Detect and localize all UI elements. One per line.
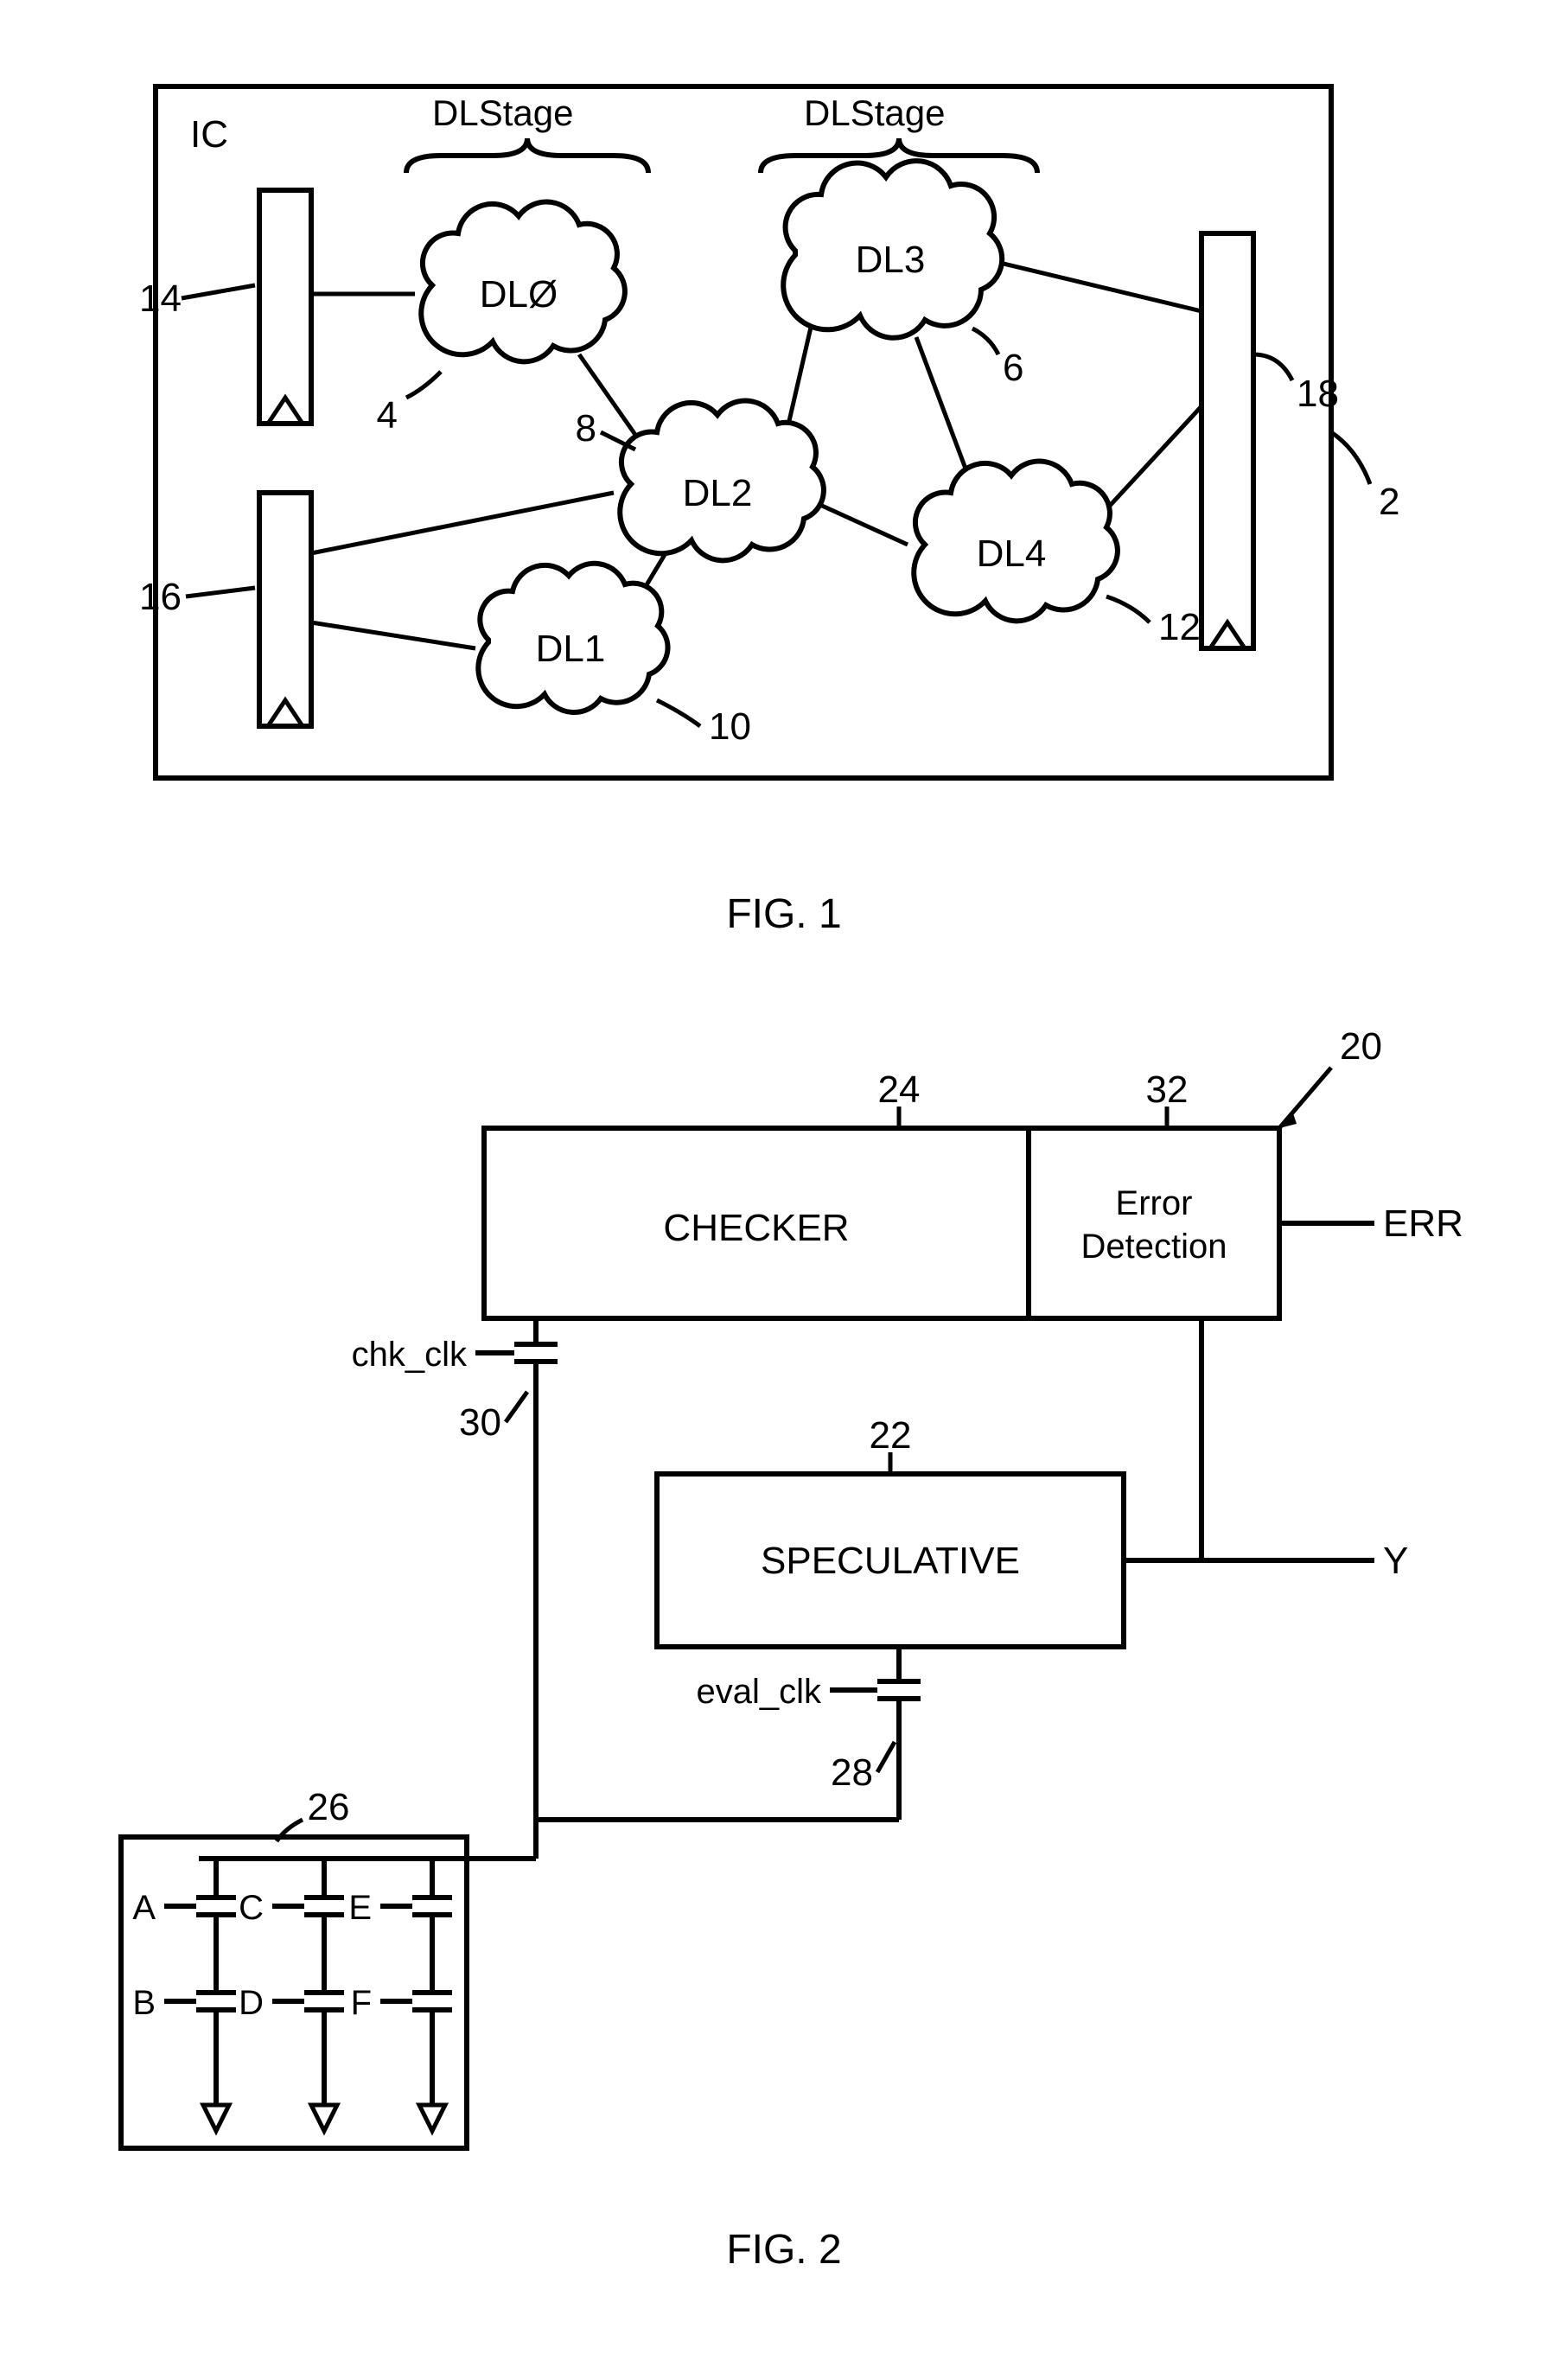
ref-2: 2 — [1379, 481, 1399, 523]
fig2-caption: FIG. 2 — [35, 2226, 1533, 2274]
ref-10: 10 — [709, 705, 751, 748]
pdn-c: C — [239, 1889, 264, 1927]
ref-8: 8 — [576, 407, 596, 450]
chk-clk-transistor — [475, 1318, 558, 1396]
ic-label: IC — [190, 113, 228, 156]
leader-10 — [657, 700, 700, 726]
leader-30 — [506, 1392, 527, 1422]
leader-28 — [877, 1742, 895, 1772]
leader-4 — [406, 372, 441, 398]
dl3-label: DL3 — [856, 239, 926, 281]
leader-12 — [1106, 596, 1150, 622]
ref-12: 12 — [1158, 606, 1201, 648]
ref-18: 18 — [1297, 373, 1339, 415]
stage-label-1: DLStage — [804, 92, 945, 133]
ref-30: 30 — [459, 1401, 501, 1444]
chk-clk-label: chk_clk — [352, 1336, 468, 1374]
ref-16: 16 — [139, 576, 182, 618]
stage-label-0: DLStage — [432, 92, 573, 133]
pdn-b: B — [132, 1984, 156, 2022]
ref-28: 28 — [831, 1751, 873, 1794]
cloud-dl0: DLØ — [421, 202, 625, 362]
register-16 — [259, 493, 311, 726]
ref-14: 14 — [139, 277, 182, 320]
dl2-label: DL2 — [683, 472, 753, 514]
fig1-svg: IC 2 DLStage DLStage 14 16 18 — [35, 35, 1533, 864]
ref-26: 26 — [308, 1786, 350, 1828]
checker-label: CHECKER — [663, 1207, 849, 1249]
error-label1: Error — [1116, 1184, 1193, 1222]
y-label: Y — [1383, 1540, 1408, 1582]
leader-14 — [182, 285, 255, 298]
cloud-dl1: DL1 — [478, 564, 667, 712]
cloud-dl2: DL2 — [620, 401, 824, 561]
eval-clk-label: eval_clk — [696, 1673, 822, 1711]
leader-6 — [972, 328, 998, 354]
figure-2: 20 CHECKER Error Detection 24 32 ERR chk… — [35, 990, 1533, 2274]
leader-16 — [186, 588, 255, 596]
register-18 — [1201, 233, 1253, 648]
ref-32: 32 — [1146, 1068, 1189, 1111]
ref-4: 4 — [377, 394, 398, 437]
ref-20: 20 — [1340, 1025, 1382, 1068]
dl0-label: DLØ — [480, 273, 558, 316]
dl1-label: DL1 — [536, 628, 606, 670]
ref-6: 6 — [1003, 347, 1023, 389]
ref-24: 24 — [878, 1068, 921, 1111]
speculative-label: SPECULATIVE — [761, 1540, 1020, 1582]
eval-clk-transistor — [830, 1647, 921, 1742]
register-14 — [259, 190, 311, 424]
pdn-a: A — [132, 1889, 156, 1927]
figure-1: IC 2 DLStage DLStage 14 16 18 — [35, 35, 1533, 938]
pdn-e: E — [348, 1889, 372, 1927]
leader-2 — [1331, 432, 1370, 484]
err-label: ERR — [1383, 1202, 1463, 1245]
dl4-label: DL4 — [977, 533, 1047, 575]
fig2-svg: 20 CHECKER Error Detection 24 32 ERR chk… — [35, 990, 1533, 2200]
pdn-d: D — [239, 1984, 264, 2022]
leader-18 — [1253, 354, 1292, 380]
checker-outer — [484, 1128, 1279, 1318]
error-label2: Detection — [1081, 1228, 1227, 1266]
cloud-dl3: DL3 — [783, 161, 1002, 338]
brace-left — [406, 138, 648, 173]
pdn-f: F — [351, 1984, 372, 2022]
cloud-dl4: DL4 — [914, 462, 1118, 622]
fig1-caption: FIG. 1 — [35, 890, 1533, 938]
ref-22: 22 — [870, 1414, 912, 1457]
